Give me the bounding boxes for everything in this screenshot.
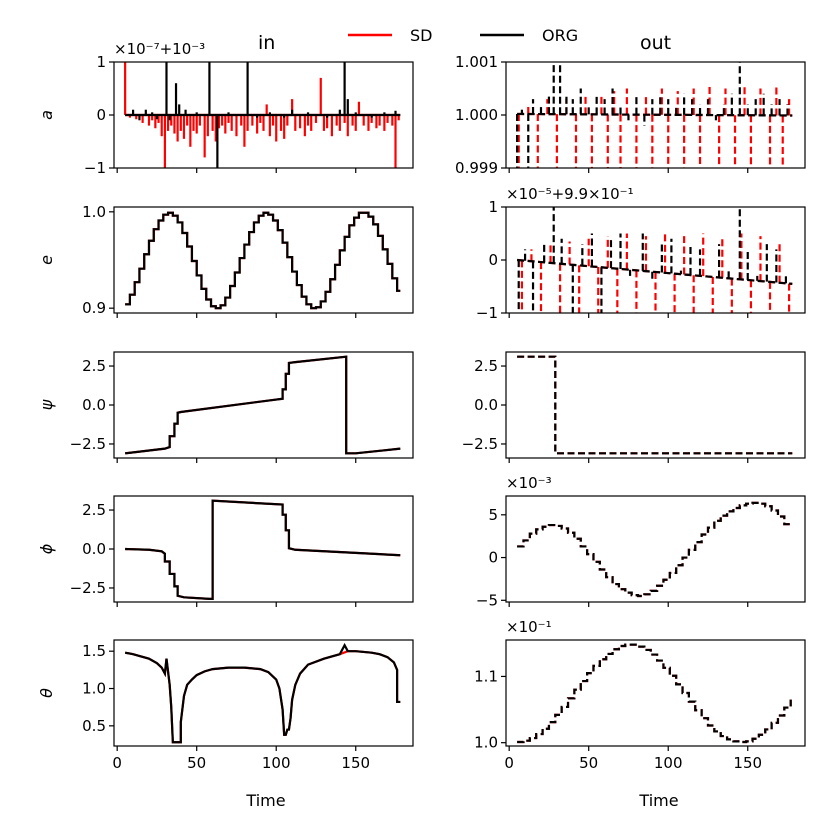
y-axis-label-e_in: e [37,255,56,265]
x-tick-label: 50 [187,754,206,772]
axes-frame-theta_in [113,639,414,747]
x-axis-label-right: Time [638,791,678,810]
series-baseline-a_out-org [517,112,793,117]
plot-area-e_out [517,207,793,313]
y-axis-label-a_in: a [37,110,56,120]
plot-area-psi_in [125,355,401,455]
y-tick-label: 1 [488,198,498,216]
axis-multiplier-theta_out: ×10⁻¹ [506,618,552,636]
subplot-e_out: −1 0 1 ×10⁻⁵+9.9×10⁻¹ [476,185,806,322]
x-tick-label: 0 [504,754,514,772]
y-tick-label: 0 [488,549,498,567]
plot-area-phi_out [517,501,793,598]
x-tick-label: 0 [112,754,122,772]
y-tick-label: 0.999 [455,159,498,177]
y-tick-label: −2.5 [70,579,106,597]
series-line-psi_in-org [125,355,401,455]
subplot-a_out: 0.999 1.000 1.001 [455,53,806,177]
y-axis-label-theta_in: θ [37,688,56,698]
subplot-theta_out: 1.0 1.1 0 50 100 150 ×10⁻¹ [474,618,806,772]
legend: SD ORG [348,26,578,45]
y-tick-label: 1 [96,53,106,71]
subplot-a_in: −1 0 1 a ×10⁻⁷+10⁻³ [37,40,414,177]
series-line-theta_in-org [124,642,401,744]
subplot-grid: −101a×10⁻⁷+10⁻³0.9991.0001.0010.91.0e−10… [37,40,806,772]
y-tick-label: 0.5 [82,717,106,735]
series-baseline-e_out-org [517,258,793,285]
y-tick-label: 5 [488,506,498,524]
column-title-out: out [640,32,671,54]
y-tick-label: 0.0 [474,396,498,414]
plot-area-a_out [516,62,793,168]
x-tick-label: 150 [733,754,762,772]
y-tick-label: 1.001 [455,53,498,71]
y-axis-label-psi_in: ψ [37,399,56,410]
plot-area-a_in [124,62,401,168]
y-tick-label: 0 [488,251,498,269]
y-tick-label: 1.0 [82,203,106,221]
axes-frame-phi_out [505,495,806,603]
y-tick-label: 2.5 [82,501,106,519]
axis-multiplier-phi_out: ×10⁻³ [506,474,552,492]
y-tick-label: 1.5 [82,642,106,660]
axes-frame-e_in [113,206,414,314]
series-line-psi_out-org [517,355,793,455]
subplot-theta_in: 0.5 1.0 1.5 0 50 100 150 θ [37,639,414,772]
y-tick-label: −5 [476,591,498,609]
y-tick-label: 1.1 [474,667,498,685]
y-tick-label: 0 [96,106,106,124]
axis-multiplier-a_in: ×10⁻⁷+10⁻³ [114,40,205,58]
x-axis-label-left: Time [245,791,285,810]
subplot-phi_out: −5 0 5 ×10⁻³ [476,474,806,609]
series-line-e_in-org [125,211,401,310]
subplot-psi_in: −2.5 0.0 2.5 ψ [37,351,414,463]
column-title-in: in [258,32,275,54]
y-tick-label: 0.9 [82,299,106,317]
y-tick-label: −1 [476,304,498,322]
y-tick-label: 2.5 [474,357,498,375]
y-tick-label: −2.5 [70,435,106,453]
plot-area-theta_out [517,643,792,744]
y-tick-label: 2.5 [82,357,106,375]
y-tick-label: 1.000 [455,106,498,124]
y-tick-label: 1.0 [82,680,106,698]
y-tick-label: 1.0 [474,734,498,752]
y-tick-label: −2.5 [462,435,498,453]
series-line-theta_out-org [517,643,792,744]
series-line-phi_in-org [125,499,401,600]
x-tick-label: 100 [654,754,683,772]
subplot-e_in: 0.9 1.0 e [37,203,414,318]
plot-area-theta_in [124,642,401,744]
y-tick-label: 0.0 [82,396,106,414]
plot-area-phi_in [125,499,401,600]
plot-area-e_in [125,211,401,310]
x-tick-label: 50 [579,754,598,772]
x-tick-label: 150 [341,754,370,772]
axes-frame-theta_out [505,639,806,747]
series-line-phi_out-org [517,501,793,598]
y-tick-label: −1 [84,159,106,177]
y-tick-label: 0.0 [82,540,106,558]
x-tick-label: 100 [262,754,291,772]
subplot-psi_out: −2.5 0.0 2.5 [462,351,806,463]
legend-label-sd: SD [410,26,432,45]
y-axis-label-phi_in: ϕ [37,543,56,554]
subplot-phi_in: −2.5 0.0 2.5 ϕ [37,495,414,607]
axis-multiplier-e_out: ×10⁻⁵+9.9×10⁻¹ [506,185,634,203]
plot-area-psi_out [517,355,793,455]
legend-label-org: ORG [542,26,578,45]
